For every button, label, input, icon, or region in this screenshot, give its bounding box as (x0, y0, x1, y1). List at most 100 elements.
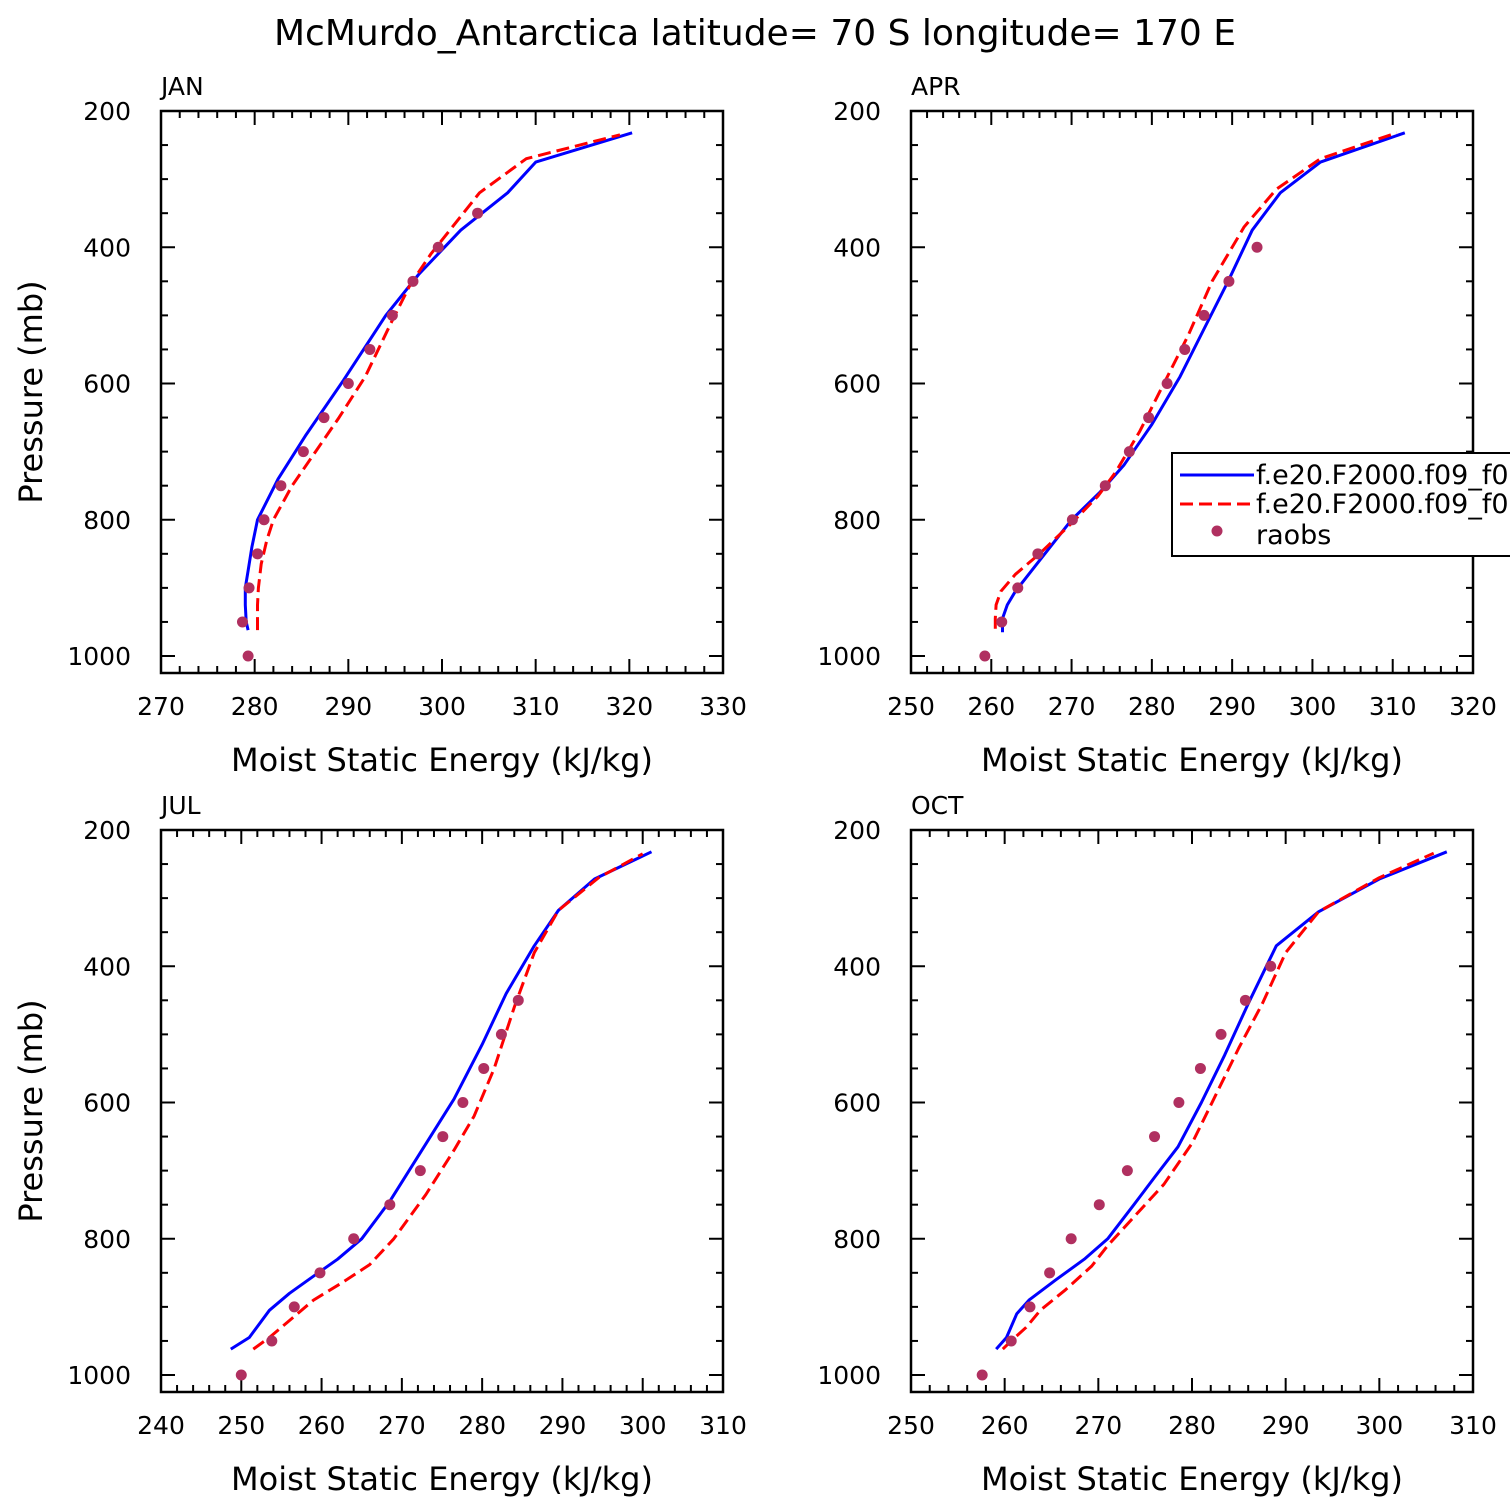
model-ctrl-line (230, 850, 653, 1351)
x-tick-label: 270 (1074, 1411, 1122, 1440)
x-tick-label: 330 (699, 692, 747, 721)
model-exp-line (1001, 851, 1435, 1351)
x-tick-label: 240 (137, 1411, 185, 1440)
raobs-point (1149, 1131, 1161, 1143)
y-tick-label: 800 (83, 1225, 131, 1254)
x-tick-label: 270 (378, 1411, 426, 1440)
raobs-point (979, 650, 991, 662)
x-axis-label: Moist Static Energy (kJ/kg) (231, 741, 653, 779)
panel-oct: OCT 250 260 270 280 290 300 310 200 400 600 800 1000… (817, 791, 1496, 1498)
raobs-point (236, 616, 248, 628)
panel-title-jul: JUL (159, 791, 201, 820)
raobs-point (297, 446, 309, 458)
panel-jul: JUL 240 250 260 270 280 290 300 310 200 400 600 800 1… (12, 791, 747, 1498)
plot-area-oct (976, 850, 1448, 1381)
raobs-point (1123, 446, 1135, 458)
model-exp-line (256, 133, 621, 631)
raobs-point (1093, 1199, 1105, 1211)
raobs-point (386, 309, 398, 321)
x-tick-label: 280 (458, 1411, 506, 1440)
y-tick-label: 400 (833, 952, 881, 981)
raobs-point (318, 412, 330, 424)
y-axis-label: Pressure (mb) (12, 280, 50, 503)
x-axis-label: Moist Static Energy (kJ/kg) (981, 1460, 1403, 1498)
panel-title-jan: JAN (159, 72, 204, 101)
raobs-point (348, 1233, 360, 1245)
y-tick-label: 600 (833, 370, 881, 399)
x-tick-label: 320 (605, 692, 653, 721)
raobs-point (1179, 343, 1191, 355)
raobs-point (1198, 309, 1210, 321)
raobs-point (457, 1097, 469, 1108)
raobs-point (364, 343, 376, 355)
model-ctrl-line (995, 850, 1448, 1351)
y-tick-label: 400 (83, 952, 131, 981)
x-tick-label: 300 (1355, 1411, 1403, 1440)
model-exp-line (993, 131, 1398, 629)
plot-area-jan (236, 131, 633, 662)
raobs-point (288, 1301, 300, 1313)
raobs-point (1012, 582, 1024, 594)
raobs-point (314, 1267, 326, 1279)
legend-entry-2: f.e20.F2000.f09_f09_mg17.cesm2.1.exp (1256, 489, 1510, 520)
raobs-point (1099, 480, 1111, 492)
x-tick-label: 300 (1289, 692, 1337, 721)
panel-jan: JAN 270 280 290 300 310 320 330 200 400 600 800 1000… (12, 72, 747, 779)
raobs-point (1173, 1097, 1185, 1108)
raobs-point (275, 480, 287, 492)
raobs-point (1044, 1267, 1056, 1279)
x-tick-label: 270 (1048, 692, 1096, 721)
x-tick-label: 250 (887, 692, 935, 721)
x-tick-label: 310 (1369, 692, 1417, 721)
raobs-point (243, 582, 255, 594)
plot-area-apr (979, 131, 1406, 662)
y-tick-label: 800 (833, 1225, 881, 1254)
y-tick-label: 400 (83, 233, 131, 262)
y-tick-label: 1000 (67, 642, 131, 671)
x-tick-label: 290 (1262, 1411, 1310, 1440)
x-tick-label: 280 (1128, 692, 1176, 721)
model-ctrl-line (243, 131, 633, 631)
raobs-point (1065, 1233, 1077, 1245)
y-axis-label: Pressure (mb) (12, 999, 50, 1222)
x-tick-label: 250 (217, 1411, 265, 1440)
y-tick-label: 1000 (817, 1361, 881, 1390)
raobs-point (1223, 275, 1235, 287)
y-tick-label: 1000 (817, 642, 881, 671)
raobs-point (1032, 548, 1044, 560)
legend-entry-1: f.e20.F2000.f09_f09_mg17.cesm2.1.ctrl (1256, 460, 1510, 491)
figure-title: McMurdo_Antarctica latitude= 70 S longit… (274, 13, 1236, 54)
legend-marker-raobs (1211, 525, 1223, 537)
x-axis-label: Moist Static Energy (kJ/kg) (231, 1460, 653, 1498)
y-tick-label: 600 (83, 370, 131, 399)
legend-entry-3: raobs (1256, 520, 1331, 551)
raobs-point (1239, 994, 1251, 1006)
raobs-point (437, 1131, 449, 1143)
x-tick-label: 290 (539, 1411, 587, 1440)
x-tick-label: 300 (418, 692, 466, 721)
plot-area-jul (230, 850, 653, 1381)
plot-frame-oct (909, 828, 1475, 1394)
x-tick-label: 260 (981, 1411, 1029, 1440)
panel-title-oct: OCT (911, 791, 964, 820)
raobs-point (996, 616, 1008, 628)
raobs-point (1251, 241, 1263, 253)
panel-title-apr: APR (911, 72, 961, 101)
raobs-point (384, 1199, 396, 1211)
x-tick-label: 310 (699, 1411, 747, 1440)
raobs-point (258, 514, 270, 526)
plot-frame-jul (159, 828, 725, 1394)
raobs-point (976, 1369, 988, 1381)
y-tick-label: 600 (833, 1089, 881, 1118)
x-axis-label: Moist Static Energy (kJ/kg) (981, 741, 1403, 779)
raobs-point (251, 548, 263, 560)
y-tick-label: 200 (83, 97, 131, 126)
raobs-point (1066, 514, 1078, 526)
raobs-point (1024, 1301, 1036, 1313)
raobs-point (242, 650, 254, 662)
x-tick-label: 280 (231, 692, 279, 721)
raobs-point (1215, 1028, 1227, 1040)
y-tick-label: 1000 (67, 1361, 131, 1390)
raobs-point (1143, 412, 1155, 424)
y-tick-label: 800 (833, 506, 881, 535)
